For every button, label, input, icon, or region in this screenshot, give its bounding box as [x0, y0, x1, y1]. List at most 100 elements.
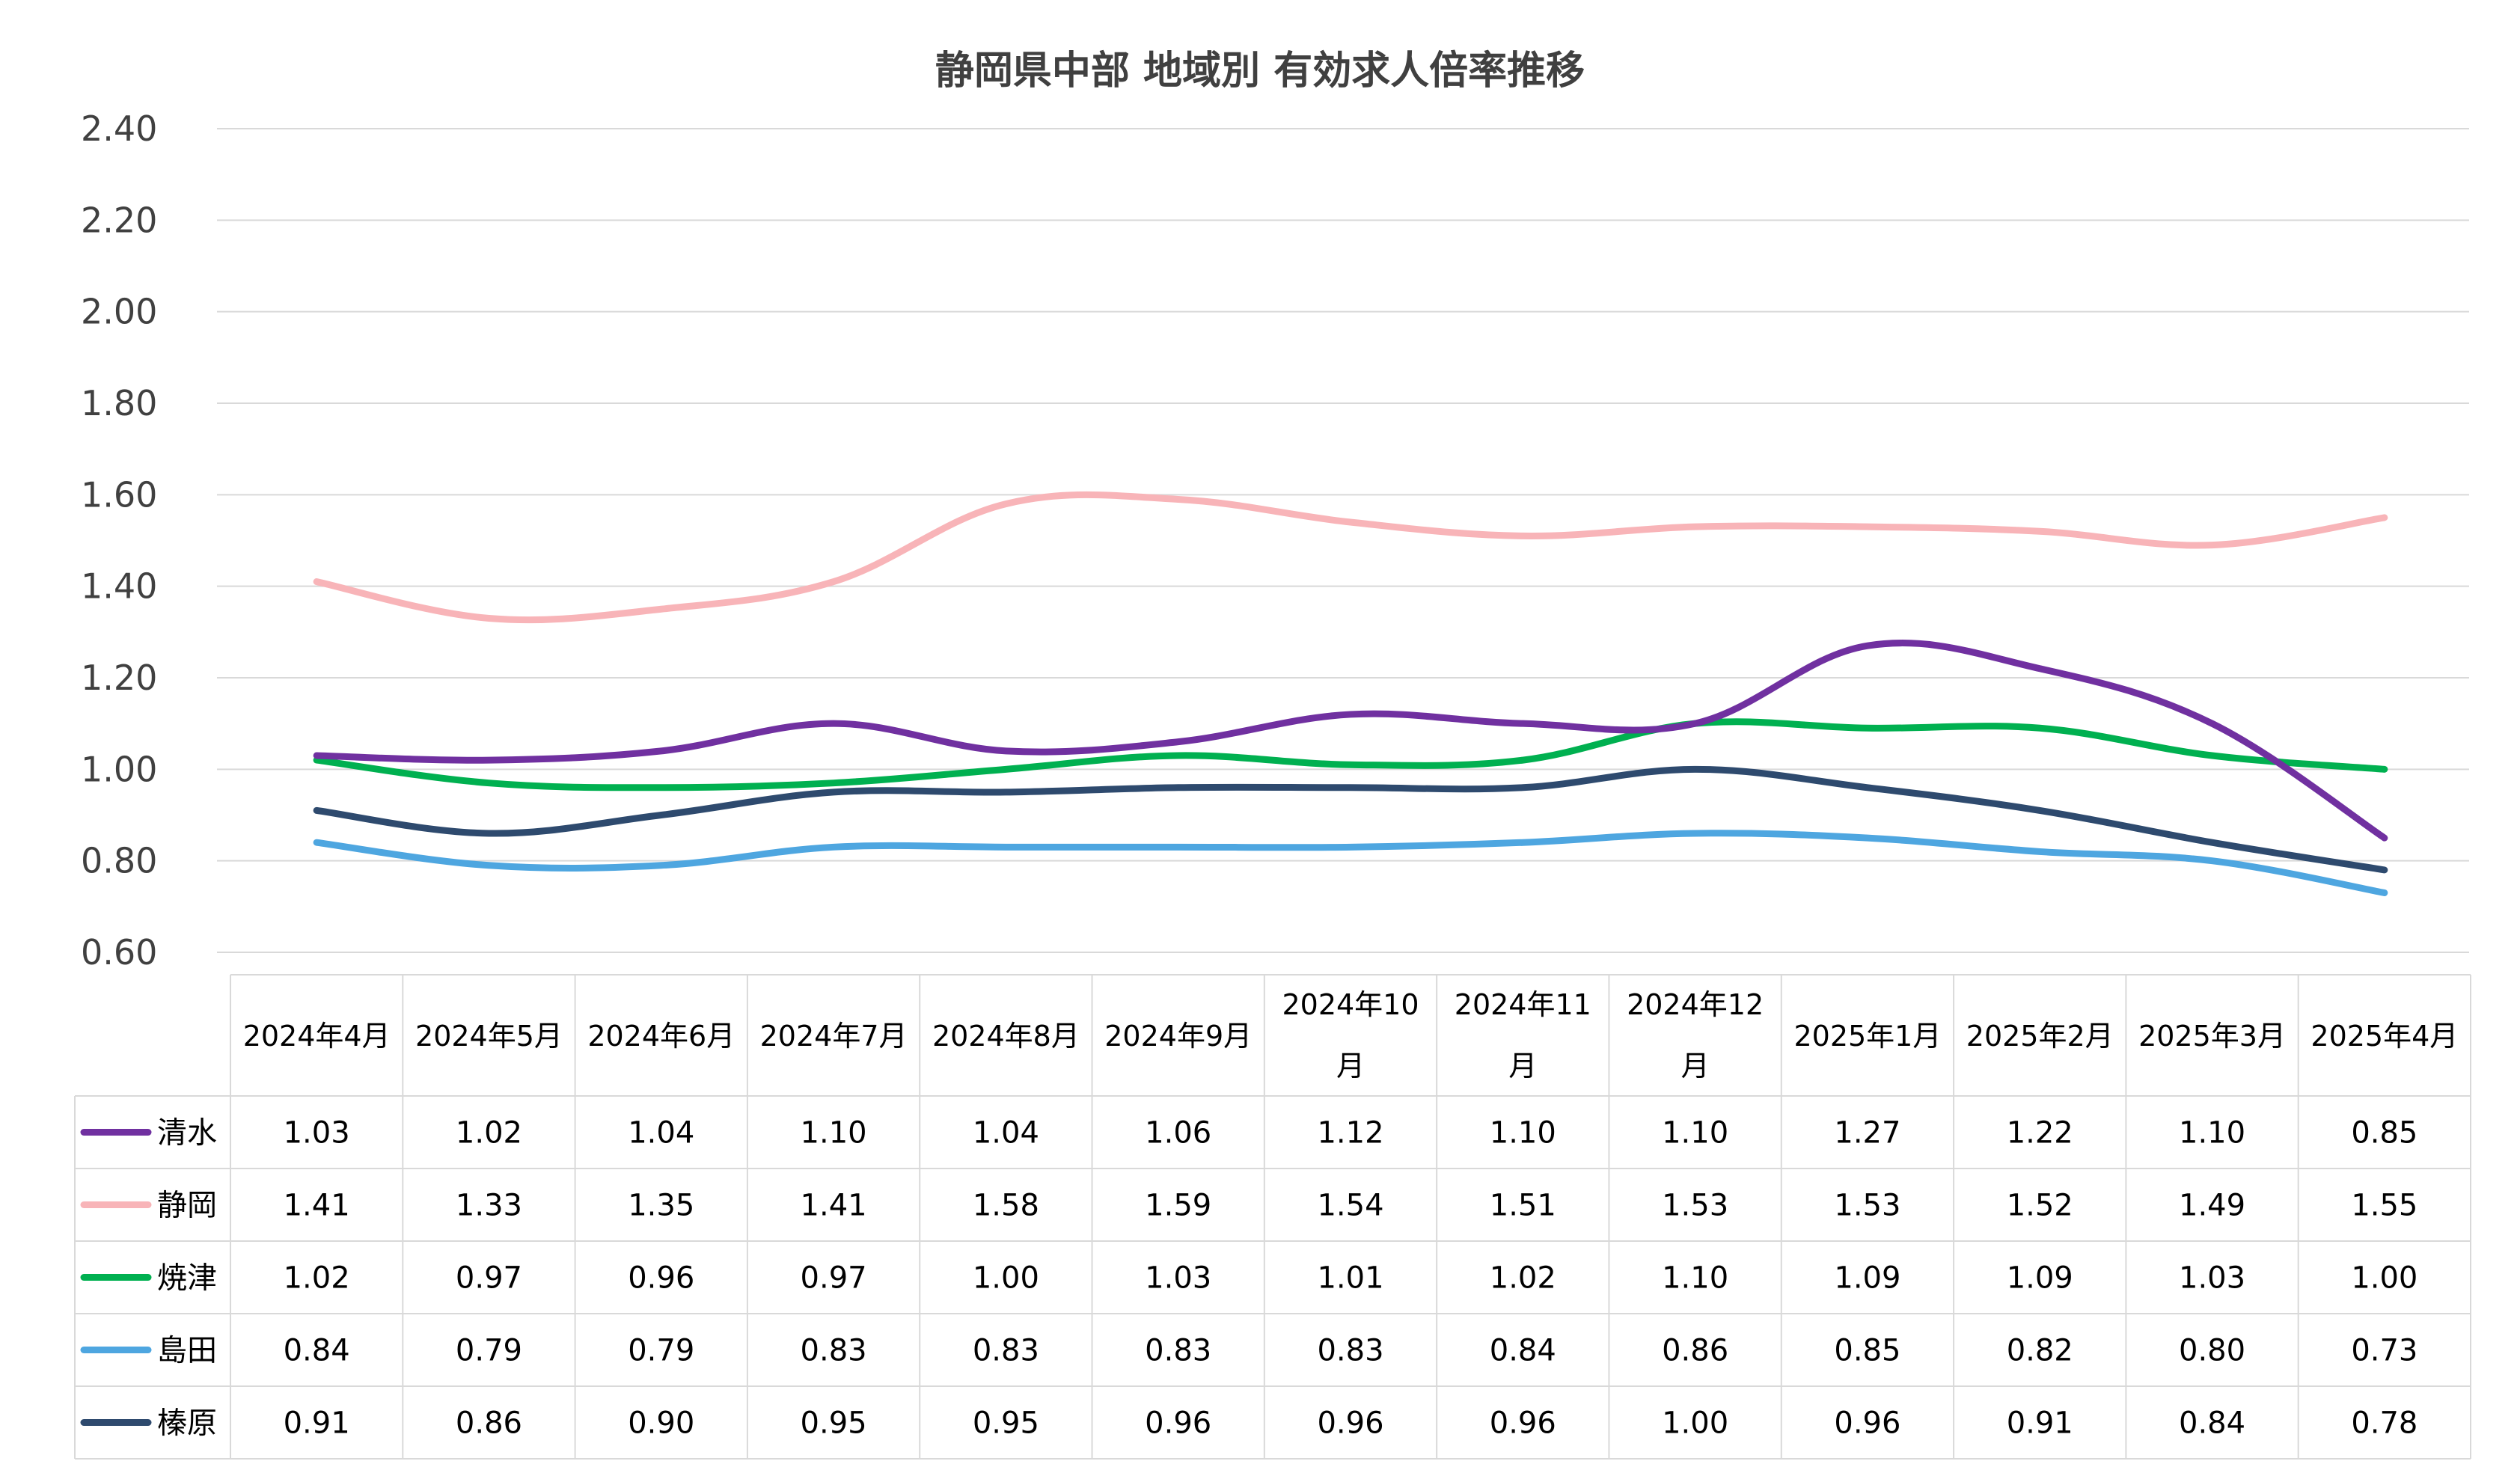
category-label: 2024年7月: [760, 1020, 908, 1053]
data-label: 1.54: [1317, 1189, 1383, 1223]
category-label: 2024年11: [1455, 988, 1591, 1021]
y-tick-label: 1.00: [81, 749, 157, 789]
y-tick-label: 1.40: [81, 566, 157, 607]
legend-series-name: 清水: [157, 1116, 217, 1151]
data-label: 0.97: [801, 1261, 867, 1296]
legend-series-name: 島田: [157, 1334, 217, 1368]
data-label: 0.96: [628, 1261, 694, 1296]
data-label: 0.97: [456, 1261, 522, 1296]
y-tick-label: 1.80: [81, 383, 157, 423]
data-label: 1.49: [2179, 1189, 2245, 1223]
data-label: 1.22: [2007, 1116, 2073, 1151]
data-label: 0.96: [1317, 1406, 1383, 1441]
data-label: 1.58: [973, 1189, 1039, 1223]
data-label: 0.90: [628, 1406, 694, 1441]
data-label: 1.53: [1834, 1189, 1900, 1223]
chart-title: 静岡県中部 地域別 有効求人倍率推移: [935, 49, 1585, 94]
data-label: 1.10: [801, 1116, 867, 1151]
category-label: 2024年6月: [587, 1020, 735, 1053]
data-label: 0.83: [801, 1334, 867, 1368]
data-label: 1.51: [1490, 1189, 1556, 1223]
y-tick-label: 2.00: [81, 292, 157, 332]
data-label: 1.04: [973, 1116, 1039, 1151]
data-label: 0.84: [284, 1334, 350, 1368]
data-label: 1.12: [1317, 1116, 1383, 1151]
data-label: 0.95: [973, 1406, 1039, 1441]
category-label: 月: [1508, 1050, 1537, 1082]
series-line-3: [313, 830, 2388, 896]
data-label: 1.03: [284, 1116, 350, 1151]
data-label: 0.73: [2351, 1334, 2417, 1368]
data-label: 0.86: [456, 1406, 522, 1441]
data-label: 1.02: [284, 1261, 350, 1296]
series-line-1: [313, 491, 2388, 624]
data-label: 1.10: [1662, 1261, 1728, 1296]
category-label: 2024年12: [1627, 988, 1764, 1021]
data-label: 0.85: [2351, 1116, 2417, 1151]
category-label: 月: [1681, 1050, 1710, 1082]
data-label: 1.10: [1490, 1116, 1556, 1151]
category-label: 2024年8月: [932, 1020, 1080, 1053]
data-label: 1.53: [1662, 1189, 1728, 1223]
data-label: 1.01: [1317, 1261, 1383, 1296]
data-label: 1.00: [973, 1261, 1039, 1296]
data-label: 0.84: [2179, 1406, 2245, 1441]
data-label: 1.55: [2351, 1189, 2417, 1223]
data-label: 0.95: [801, 1406, 867, 1441]
y-tick-label: 1.20: [81, 658, 157, 698]
data-label: 1.02: [456, 1116, 522, 1151]
data-label: 1.10: [1662, 1116, 1728, 1151]
data-label: 0.96: [1490, 1406, 1556, 1441]
data-table: 2024年4月 2024年5月 2024年6月 2024年7月 2024年8月 2024年…: [74, 974, 2471, 1460]
data-label: 0.96: [1145, 1406, 1211, 1441]
series-line-0: [313, 639, 2388, 842]
data-label: 1.03: [1145, 1261, 1211, 1296]
data-label: 1.52: [2007, 1189, 2073, 1223]
data-label: 0.82: [2007, 1334, 2073, 1368]
category-label: 2025年4月: [2310, 1020, 2458, 1053]
data-label: 1.04: [628, 1116, 694, 1151]
y-tick-label: 0.60: [81, 932, 157, 973]
series-lines: [313, 491, 2388, 896]
data-label: 0.85: [1834, 1334, 1900, 1368]
data-label: 0.79: [456, 1334, 522, 1368]
category-label: 2024年5月: [415, 1020, 563, 1053]
data-label: 0.83: [973, 1334, 1039, 1368]
data-label: 1.27: [1834, 1116, 1900, 1151]
data-label: 1.09: [2007, 1261, 2073, 1296]
data-label: 1.10: [2179, 1116, 2245, 1151]
category-label: 2025年2月: [1966, 1020, 2114, 1053]
data-label: 1.00: [2351, 1261, 2417, 1296]
category-label: 2024年10: [1282, 988, 1419, 1021]
data-label: 1.06: [1145, 1116, 1211, 1151]
data-label: 0.79: [628, 1334, 694, 1368]
data-label: 0.80: [2179, 1334, 2245, 1368]
data-label: 0.86: [1662, 1334, 1728, 1368]
category-label: 月: [1336, 1050, 1365, 1082]
y-tick-label: 2.40: [81, 108, 157, 149]
category-label: 2024年4月: [243, 1020, 391, 1053]
category-label: 2025年1月: [1793, 1020, 1941, 1053]
data-label: 1.00: [1662, 1406, 1728, 1441]
data-label: 0.96: [1834, 1406, 1900, 1441]
data-label: 1.02: [1490, 1261, 1556, 1296]
category-label: 2024年9月: [1104, 1020, 1252, 1053]
data-label: 1.41: [284, 1189, 350, 1223]
data-label: 0.78: [2351, 1406, 2417, 1441]
y-tick-label: 2.20: [81, 200, 157, 240]
data-label: 0.83: [1317, 1334, 1383, 1368]
legend-series-name: 焼津: [157, 1261, 217, 1296]
data-label: 1.59: [1145, 1189, 1211, 1223]
gridlines: [217, 128, 2469, 953]
category-label: 2025年3月: [2138, 1020, 2286, 1053]
y-tick-label: 1.60: [81, 474, 157, 515]
data-label: 1.09: [1834, 1261, 1900, 1296]
data-label: 0.84: [1490, 1334, 1556, 1368]
data-label: 1.33: [456, 1189, 522, 1223]
data-label: 0.91: [2007, 1406, 2073, 1441]
y-tick-label: 0.80: [81, 841, 157, 881]
data-label: 0.83: [1145, 1334, 1211, 1368]
data-label: 0.91: [284, 1406, 350, 1441]
y-axis-ticks: 0.60 0.80 1.00 1.20 1.40 1.60 1.80 2.00 2.20 2.40: [81, 108, 157, 973]
